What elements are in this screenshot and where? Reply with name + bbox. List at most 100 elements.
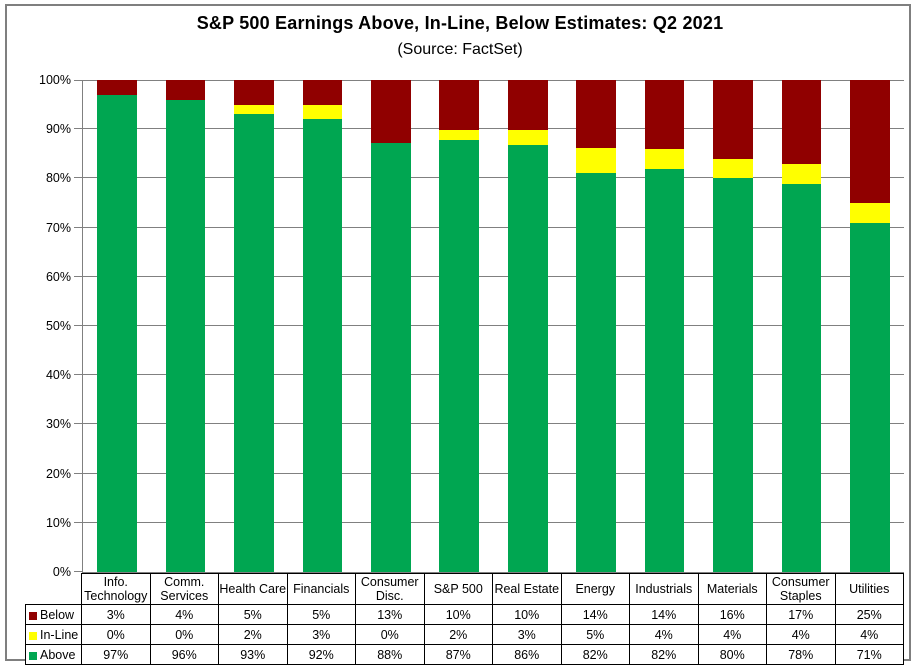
y-axis-tick xyxy=(74,325,83,326)
bar-slot xyxy=(83,80,151,572)
value-cell: 14% xyxy=(560,604,630,625)
value-cell: 86% xyxy=(492,644,562,665)
bar-segment-above xyxy=(302,119,343,572)
y-axis-tick-label: 60% xyxy=(45,269,71,284)
bar-segment-in-line xyxy=(302,104,343,120)
bar-financials xyxy=(302,80,343,572)
table-header-row: Info. Technology Comm. Services Health Car… xyxy=(26,573,904,605)
bar-segment-in-line xyxy=(576,148,616,173)
gridline xyxy=(83,325,904,326)
bar-segment-below xyxy=(439,80,480,130)
gridline xyxy=(83,177,904,179)
y-axis-tick xyxy=(74,521,83,523)
category-header: Consumer Disc. xyxy=(355,573,425,605)
category-header: Info. Technology xyxy=(81,573,151,605)
bar-segment-above xyxy=(371,143,411,572)
table-row: Below 3% 4% 5% 5% 13% 10% 10% 14% 14% 16% 17% 25% xyxy=(25,604,904,625)
value-cell: 82% xyxy=(560,644,630,665)
bar-consumer-staples xyxy=(781,80,822,572)
category-header: Industrials xyxy=(629,573,699,605)
y-axis-tick-label: 20% xyxy=(45,466,71,481)
value-cell: 82% xyxy=(629,644,699,665)
value-cell: 0% xyxy=(355,624,425,645)
value-cell: 3% xyxy=(81,604,151,625)
y-axis-tick xyxy=(74,128,83,130)
legend-swatch-above-icon xyxy=(29,651,37,660)
y-axis-tick xyxy=(74,472,83,474)
y-axis-tick xyxy=(74,80,83,81)
bar-segment-below xyxy=(234,80,274,105)
value-cell: 96% xyxy=(149,644,219,665)
bar-slot xyxy=(220,80,288,572)
gridline xyxy=(83,80,904,81)
bar-slot xyxy=(630,80,698,572)
bar-health-care xyxy=(234,80,274,572)
bar-segment-in-line xyxy=(713,158,753,179)
value-cell: 16% xyxy=(697,604,767,625)
y-axis-tick-label: 0% xyxy=(52,565,71,579)
category-header: S&P 500 xyxy=(423,573,493,605)
value-cell: 3% xyxy=(286,624,356,645)
legend-label: Below xyxy=(40,607,75,622)
bar-segment-above xyxy=(850,222,890,572)
value-cell: 5% xyxy=(560,624,630,645)
chart-subtitle: (Source: FactSet) xyxy=(397,41,523,58)
bar-slot xyxy=(425,80,493,572)
value-cell: 97% xyxy=(81,644,151,665)
bar-segment-above xyxy=(97,94,138,572)
bar-s-p-500 xyxy=(439,80,480,572)
category-header: Health Care xyxy=(218,573,288,605)
bar-comm-services xyxy=(165,80,206,572)
bar-segment-below xyxy=(507,80,548,130)
bar-segment-above xyxy=(507,144,548,572)
y-axis-tick-label: 90% xyxy=(45,122,71,137)
bar-industrials xyxy=(644,80,685,572)
y-axis-tick xyxy=(74,177,83,179)
value-cell: 25% xyxy=(834,604,904,625)
bar-consumer-disc xyxy=(371,80,411,572)
bar-segment-in-line xyxy=(644,148,685,169)
table-row: Above 97% 96% 93% 92% 88% 87% 86% 82% 82% 80% 78% 71… xyxy=(25,644,904,665)
gridline xyxy=(83,275,904,277)
legend-cell-in-line: In-Line xyxy=(25,624,82,645)
bar-slot xyxy=(494,80,562,572)
bar-segment-below xyxy=(713,80,753,159)
gridline xyxy=(83,128,904,130)
value-cell: 0% xyxy=(149,624,219,645)
bar-segment-above xyxy=(781,184,822,572)
value-cell: 4% xyxy=(834,624,904,645)
y-axis-tick-label: 30% xyxy=(45,417,71,432)
y-axis-tick xyxy=(74,275,83,277)
y-axis-tick xyxy=(74,374,83,376)
bar-segment-in-line xyxy=(234,104,274,115)
gridline xyxy=(83,374,904,376)
bar-segment-above xyxy=(713,178,753,572)
value-cell: 87% xyxy=(423,644,493,665)
y-axis-tick xyxy=(74,571,83,572)
value-cell: 0% xyxy=(81,624,151,645)
bar-segment-below xyxy=(850,80,890,203)
value-cell: 4% xyxy=(766,624,836,645)
bars-container xyxy=(83,80,904,572)
legend-swatch-below-icon xyxy=(29,611,37,620)
bar-segment-in-line xyxy=(781,164,822,185)
plot-area: 0% 10% 20% 30% 40% 50% 60% 70% 80% 90% 100% xyxy=(39,73,904,579)
data-table: Info. Technology Comm. Services Health Car… xyxy=(25,573,904,665)
bar-utilities xyxy=(850,80,890,572)
y-axis-tick-label: 10% xyxy=(45,515,71,530)
bar-slot xyxy=(288,80,356,572)
bar-segment-in-line xyxy=(439,129,480,140)
y-axis-tick-label: 80% xyxy=(45,171,71,186)
bar-segment-below xyxy=(97,80,138,95)
value-cell: 2% xyxy=(218,624,288,645)
legend-swatch-in-line-icon xyxy=(29,631,37,640)
bar-slot xyxy=(699,80,767,572)
bar-segment-above xyxy=(439,139,480,572)
value-cell: 5% xyxy=(286,604,356,625)
y-axis-tick xyxy=(74,423,83,425)
category-header: Energy xyxy=(560,573,630,605)
bar-segment-above xyxy=(576,172,616,572)
bar-segment-in-line xyxy=(507,129,548,145)
bar-segment-in-line xyxy=(850,203,890,223)
